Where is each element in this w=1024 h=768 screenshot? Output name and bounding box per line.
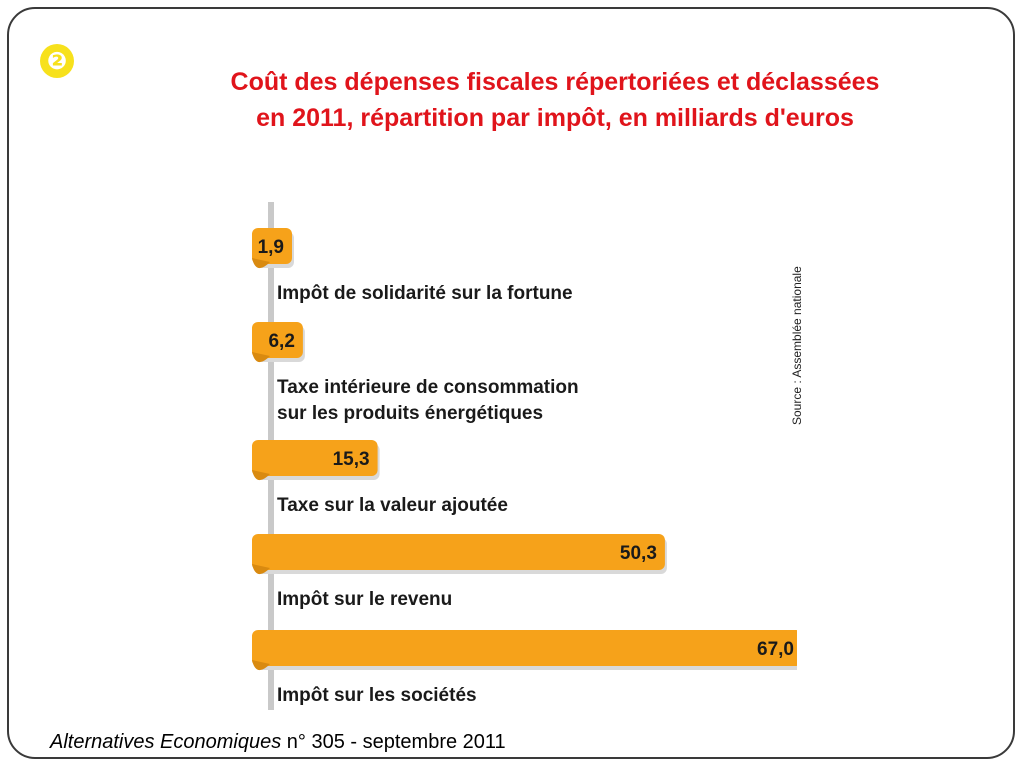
bar-chart: 1,9 Impôt de solidarité sur la fortune 6,2… — [252, 228, 797, 706]
bar-value-label: 1,9 — [258, 237, 284, 258]
bar-curl — [252, 470, 270, 481]
category-label: Impôt sur les sociétés — [277, 685, 477, 706]
bar — [252, 534, 665, 570]
bar-value-label: 6,2 — [268, 331, 294, 352]
bar — [252, 322, 303, 358]
source-note: Source : Assemblée nationale — [790, 266, 804, 425]
bar-value-label: 15,3 — [333, 449, 370, 470]
footer-citation: Alternatives Economiques n° 305 - septem… — [50, 731, 506, 754]
category-label: Impôt sur le revenu — [277, 589, 452, 610]
title-line-1: Coût des dépenses fiscales répertoriées … — [230, 68, 880, 96]
title-line-2: en 2011, répartition par impôt, en milli… — [256, 104, 854, 132]
issue-info: n° 305 - septembre 2011 — [281, 731, 506, 753]
chart-title: Coût des dépenses fiscales répertoriées … — [120, 64, 990, 136]
category-label: Impôt de solidarité sur la fortune — [277, 283, 573, 304]
number-badge: ❷ — [40, 44, 74, 78]
bar-curl — [252, 564, 270, 575]
bar-curl — [252, 352, 270, 363]
bar-curl — [252, 660, 270, 671]
bar-value-label: 50,3 — [620, 543, 657, 564]
publication-name: Alternatives Economiques — [50, 731, 282, 753]
category-label: sur les produits énergétiques — [277, 403, 543, 424]
bar — [252, 440, 378, 476]
bar-curl — [252, 258, 270, 269]
bar — [252, 630, 797, 666]
category-label: Taxe sur la valeur ajoutée — [277, 495, 508, 516]
category-label: Taxe intérieure de consommation — [277, 377, 579, 398]
bar-value-label: 67,0 — [757, 639, 794, 660]
bar — [252, 228, 292, 264]
